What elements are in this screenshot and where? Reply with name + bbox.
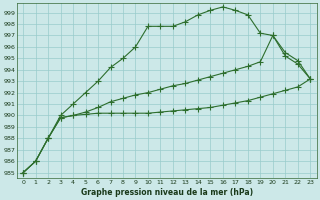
X-axis label: Graphe pression niveau de la mer (hPa): Graphe pression niveau de la mer (hPa) [81,188,253,197]
